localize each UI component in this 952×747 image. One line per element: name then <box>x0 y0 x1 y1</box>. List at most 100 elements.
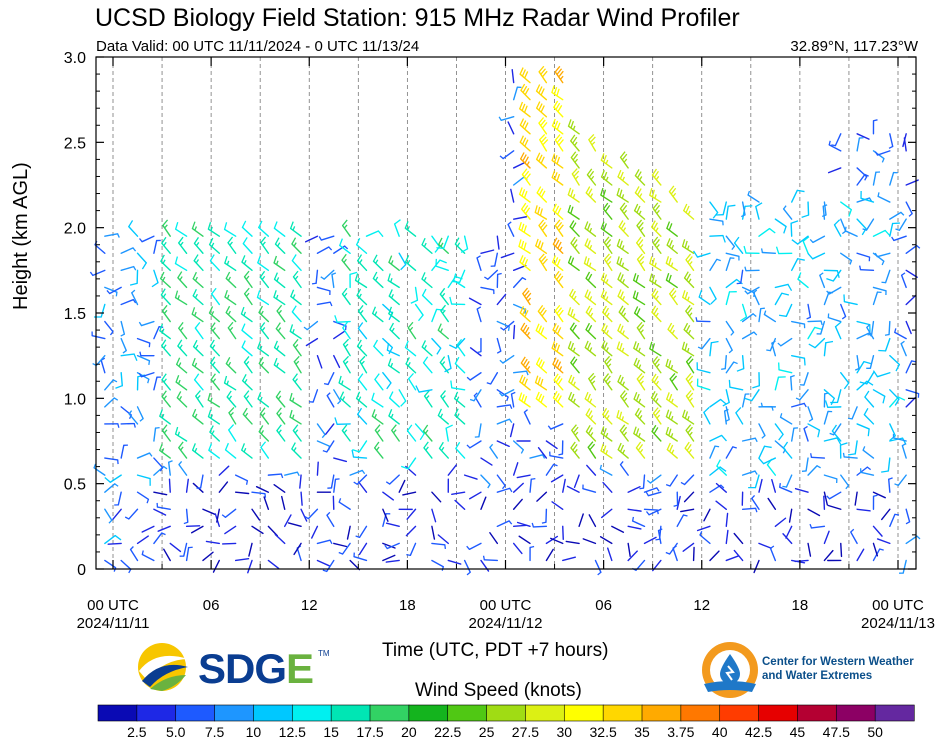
wind-barb-flag <box>292 424 299 431</box>
wind-barb-flag <box>686 444 692 451</box>
wind-barb-half <box>341 380 344 385</box>
wind-barb <box>709 550 720 562</box>
wind-barb <box>566 485 580 493</box>
wind-barb <box>405 363 417 374</box>
wind-barb-flag <box>538 188 544 196</box>
wind-barb <box>161 310 171 323</box>
wind-barb <box>260 241 270 254</box>
wind-barb-half <box>195 241 200 247</box>
wind-barb-half <box>179 344 183 349</box>
wind-barb-flag <box>292 270 299 278</box>
wind-barb <box>209 345 221 357</box>
wind-barb <box>225 362 237 374</box>
wind-barb-half <box>359 309 364 314</box>
wind-barb-half <box>444 544 447 550</box>
wind-barb-flag <box>685 373 692 380</box>
wind-barb-half <box>828 140 831 145</box>
wind-barb-half <box>803 403 807 408</box>
wind-barb-flag <box>585 186 591 194</box>
wind-barb-flag <box>571 324 577 332</box>
wind-barb-flag <box>867 428 870 437</box>
wind-barb-flag <box>600 169 605 178</box>
wind-barb-flag <box>654 358 660 366</box>
wind-barb-half <box>229 241 233 246</box>
wind-barb <box>600 508 613 519</box>
wind-barb-half <box>498 116 502 121</box>
wind-barb-flag <box>244 287 250 295</box>
wind-barb <box>511 68 515 84</box>
wind-barb <box>355 397 368 408</box>
wind-barb <box>216 508 221 523</box>
wind-barb-flag <box>227 321 234 329</box>
wind-barb-flag <box>521 103 526 111</box>
wind-barb-flag <box>178 322 184 329</box>
wind-barb-half <box>442 395 446 400</box>
wind-barb-flag <box>418 314 424 322</box>
wind-barb-half <box>645 491 649 497</box>
wind-barb-half <box>687 210 691 215</box>
wind-barb-half <box>507 326 510 331</box>
wind-barb-flag <box>769 228 776 234</box>
wind-barb-flag <box>617 272 622 280</box>
wind-barb-flag <box>638 256 645 263</box>
wind-barb-half <box>687 245 690 250</box>
wind-barb-flag <box>588 170 595 178</box>
wind-barb-half <box>245 292 250 297</box>
colorbar: 2.5 5.0 7.5 10 12.5 15 17.5 20 22.5 25 27.5 30 32.5 3… <box>97 704 915 740</box>
wind-barb-half <box>112 379 118 383</box>
wind-barb-half <box>572 381 576 386</box>
wind-barb <box>709 201 719 214</box>
wind-barb <box>241 329 253 340</box>
wind-barb-half <box>177 431 181 436</box>
wind-barb <box>431 559 444 568</box>
wind-barb-flag <box>687 307 693 314</box>
wind-barb-half <box>133 423 136 428</box>
wind-barb-half <box>115 292 118 297</box>
wind-barb-half <box>547 425 552 430</box>
wind-barb-flag <box>649 341 653 349</box>
wind-barb-flag <box>391 424 397 431</box>
wind-barb-flag <box>636 321 643 329</box>
wind-barb-flag <box>260 407 266 414</box>
wind-barb-flag <box>684 343 688 351</box>
wind-barb <box>440 395 449 408</box>
wind-barb-half <box>874 151 879 156</box>
wind-barb-half <box>639 176 643 181</box>
wind-barb-half <box>277 395 282 400</box>
wind-barb-half <box>196 395 201 399</box>
wind-barb-flag <box>653 222 658 230</box>
wind-barb-flag <box>400 400 407 407</box>
wind-barb <box>496 389 509 398</box>
wind-barb-flag <box>539 133 546 141</box>
wind-barb <box>823 342 827 357</box>
wind-barb-flag <box>668 185 675 193</box>
wind-barb-flag <box>634 306 639 314</box>
wind-barb <box>141 235 155 243</box>
wind-barb-flag <box>524 71 529 79</box>
wind-barb <box>453 397 466 408</box>
wind-barb-flag <box>389 322 395 330</box>
wind-barb-flag <box>404 340 409 348</box>
wind-barb <box>782 208 793 220</box>
wind-barb-flag <box>651 391 656 399</box>
wind-barb <box>828 144 842 152</box>
wind-barb <box>385 559 400 563</box>
wind-barb <box>258 431 270 442</box>
wind-barb <box>571 173 580 186</box>
wind-barb-half <box>262 241 266 246</box>
wind-barb <box>293 542 302 556</box>
wind-barb <box>651 226 662 237</box>
wind-barb <box>209 431 221 442</box>
wind-barb-flag <box>524 88 530 95</box>
wind-barb <box>535 107 548 118</box>
wind-barb <box>333 354 341 369</box>
wind-barb <box>331 273 335 289</box>
wind-barb-flag <box>619 171 624 179</box>
wind-barb-half <box>879 548 884 551</box>
wind-barb <box>807 303 812 318</box>
wind-barb <box>634 174 646 186</box>
wind-barb-flag <box>665 273 670 281</box>
wind-barb-half <box>344 360 349 365</box>
wind-barb-flag <box>540 327 545 335</box>
wind-barb <box>518 228 531 237</box>
